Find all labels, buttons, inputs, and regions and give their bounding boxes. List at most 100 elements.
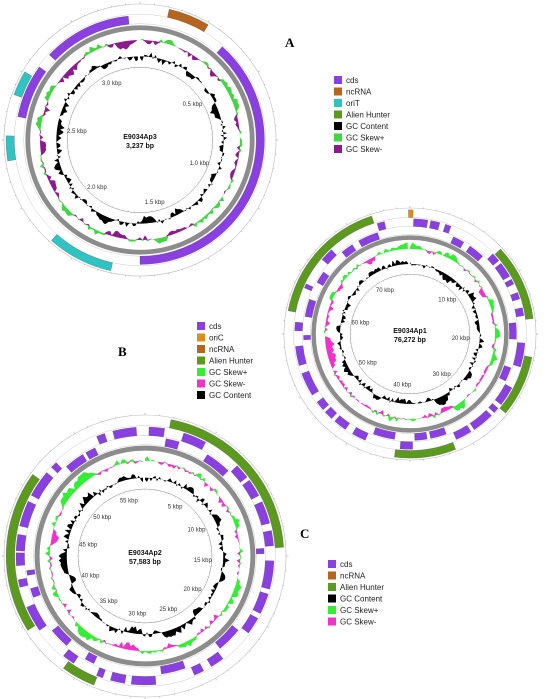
cds-feature — [373, 427, 396, 440]
cds-feature — [112, 427, 137, 440]
legend-label: oriC — [209, 334, 224, 343]
inner-tick — [83, 580, 85, 582]
cds-feature — [465, 245, 483, 262]
cds-ring-2 — [33, 444, 257, 668]
cds-feature — [508, 322, 517, 340]
tick-label: 1.5 kbp — [145, 200, 165, 206]
inner-tick — [183, 608, 185, 611]
inner-tick — [186, 194, 188, 196]
cds-feature — [514, 307, 524, 317]
inner-tick — [179, 498, 181, 501]
legend-label: GC Content — [346, 122, 389, 131]
inner-tick — [194, 512, 197, 514]
legend-label: Alien Hunter — [340, 583, 384, 592]
inner-tick — [75, 172, 77, 174]
cds-feature — [85, 447, 99, 460]
outer-tick — [324, 427, 326, 429]
tick-label: 2.5 kbp — [67, 129, 87, 135]
inner-tick — [88, 88, 90, 90]
outer-tick — [335, 230, 337, 233]
inner-tick — [167, 72, 168, 75]
inner-tick — [203, 172, 205, 174]
feature-oriT — [13, 71, 32, 98]
cds-feature — [334, 415, 350, 430]
inner-tick — [367, 375, 369, 377]
cds-feature — [488, 403, 499, 413]
feature-ncRNA — [167, 9, 209, 32]
outer-tick — [267, 626, 270, 628]
panel-c: 5 kbp 10 kbp 15 kbp 20 kbp 25 kbp 30 kbp 35 kb… — [1, 412, 384, 699]
cds-feature — [487, 253, 500, 266]
outer-tick — [511, 407, 514, 409]
inner-tick — [371, 378, 373, 380]
tick-label: 5 kbp — [168, 504, 183, 510]
cds-feature — [190, 663, 204, 676]
inner-tick — [386, 278, 388, 281]
feature-alien_hunter — [499, 355, 533, 414]
legend-swatch — [328, 560, 336, 568]
feature-oriC — [408, 209, 414, 218]
inner-tick — [92, 84, 94, 86]
backbone-ring — [25, 25, 255, 255]
outer-tick — [324, 239, 326, 241]
outer-tick — [70, 19, 73, 23]
inner-tick — [101, 605, 103, 608]
cds-feature — [15, 534, 27, 552]
cds-feature — [453, 425, 472, 440]
cds-feature — [294, 321, 303, 332]
outer-tick — [239, 450, 241, 452]
inner-tick — [77, 177, 80, 179]
legend-swatch — [328, 606, 336, 614]
cds-feature — [413, 218, 428, 228]
outer-tick — [230, 240, 232, 243]
feature-alien_hunter — [287, 215, 375, 313]
cds-feature — [63, 649, 79, 664]
inner-tick — [197, 181, 199, 183]
inner-tick — [354, 356, 357, 358]
outer-tick — [494, 427, 496, 429]
cds-feature — [49, 15, 130, 61]
cds-feature — [295, 345, 307, 366]
inner-tick — [83, 530, 85, 532]
cds-feature — [206, 651, 224, 667]
outer-tick — [28, 59, 31, 61]
outer-tick — [483, 435, 485, 438]
legend-swatch — [328, 617, 336, 626]
inner-tick — [112, 205, 113, 208]
inner-tick — [167, 205, 168, 208]
cds-feature — [96, 667, 106, 679]
tick-label: 2.0 kbp — [87, 185, 107, 191]
outer-tick — [49, 660, 51, 662]
legend-swatch — [328, 583, 336, 591]
outer-tick — [472, 443, 475, 446]
inner-tick — [454, 295, 456, 297]
legend-c: cds ncRNA Alien Hunter GC Content GC Skew+ GC… — [328, 560, 384, 627]
inner-tick — [119, 616, 121, 618]
outer-tick — [230, 37, 232, 40]
outer-tick — [483, 230, 485, 233]
inner-tick — [461, 360, 464, 362]
tick-label: 20 kbp — [452, 336, 471, 342]
inner-tick — [112, 72, 113, 75]
cds-feature — [203, 454, 229, 477]
inner-tick — [101, 77, 103, 80]
tick-label: 45 kbp — [79, 542, 98, 548]
inner-tick — [81, 97, 83, 99]
outer-tick — [335, 435, 337, 438]
inner-tick — [194, 598, 197, 600]
inner-tick — [203, 106, 205, 108]
cds-feature — [261, 560, 275, 590]
outer-tick — [73, 678, 75, 681]
outer-tick — [472, 222, 475, 225]
inner-tick — [444, 381, 446, 383]
cds-feature — [110, 671, 127, 684]
inner-tick — [174, 614, 176, 616]
inner-tick — [451, 291, 453, 293]
outer-tick — [59, 28, 61, 31]
plasmid-length: 3,237 bp — [126, 143, 154, 150]
inner-tick — [85, 525, 87, 527]
legend-swatch — [334, 145, 342, 153]
cds-feature — [26, 569, 36, 576]
inner-tick — [457, 368, 459, 370]
